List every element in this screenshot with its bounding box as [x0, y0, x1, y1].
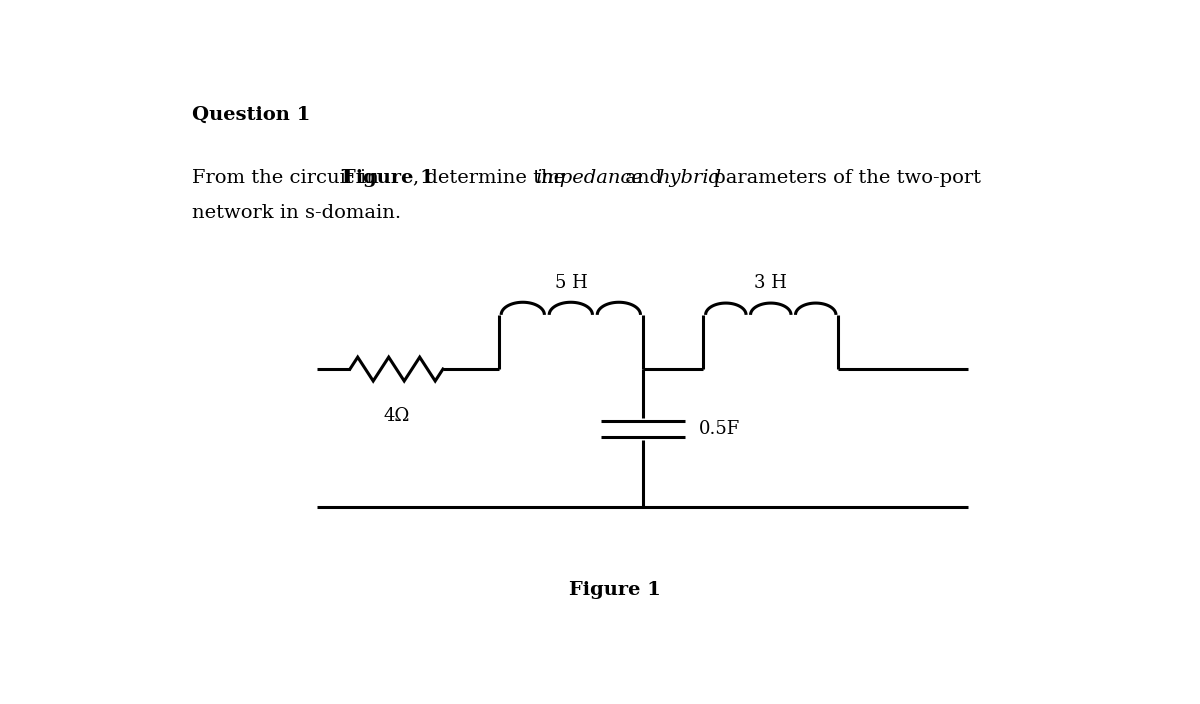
Text: , determine the: , determine the: [413, 168, 571, 187]
Text: Question 1: Question 1: [192, 106, 311, 124]
Text: 3 H: 3 H: [754, 275, 787, 292]
Text: From the circuit in: From the circuit in: [192, 168, 385, 187]
Text: network in s-domain.: network in s-domain.: [192, 203, 401, 222]
Text: Figure 1: Figure 1: [569, 582, 661, 600]
Text: hybrid: hybrid: [658, 168, 721, 187]
Text: and: and: [619, 168, 668, 187]
Text: 0.5F: 0.5F: [698, 420, 740, 438]
Text: 4Ω: 4Ω: [383, 407, 409, 425]
Text: impedance: impedance: [535, 168, 643, 187]
Text: parameters of the two-port: parameters of the two-port: [707, 168, 980, 187]
Text: Figure 1: Figure 1: [342, 168, 433, 187]
Text: 5 H: 5 H: [554, 275, 588, 292]
